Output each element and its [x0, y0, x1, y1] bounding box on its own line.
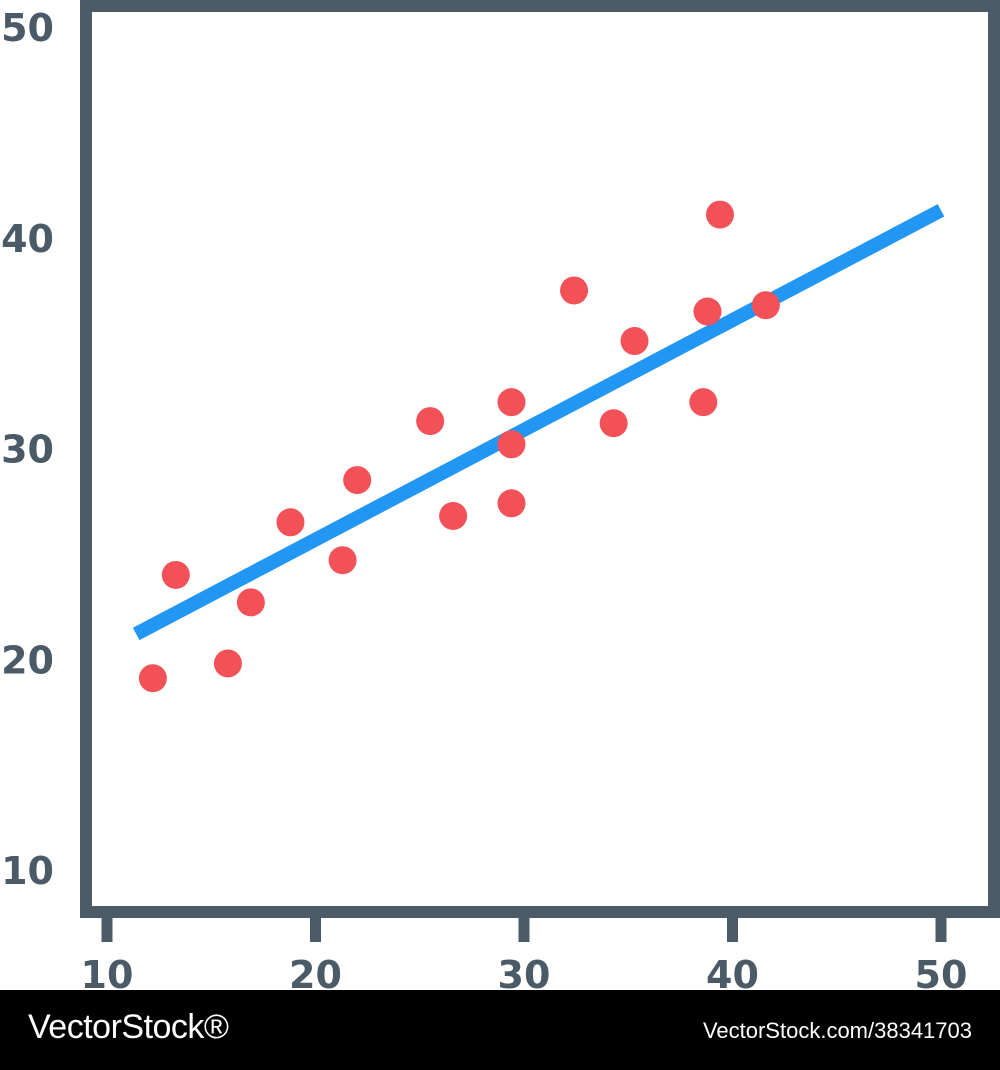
y-tick-label: 30 [1, 428, 54, 472]
watermark-bar: VectorStock® VectorStock.com/38341703 [0, 990, 1000, 1070]
data-point [328, 546, 357, 575]
x-tick-label: 30 [498, 953, 551, 990]
data-point [751, 291, 780, 320]
x-tick-label: 50 [915, 953, 968, 990]
data-point [620, 327, 649, 356]
data-point [689, 388, 718, 417]
data-point [497, 388, 526, 417]
data-point [213, 649, 242, 678]
y-tick-label: 20 [1, 638, 54, 682]
plot-frame [80, 0, 1000, 918]
data-point [439, 501, 468, 530]
scatter-chart: 10 20 30 40 50 10 20 30 40 50 [1, 0, 1000, 990]
data-point [343, 466, 372, 495]
data-point [161, 560, 190, 589]
data-point [236, 588, 265, 617]
data-point [416, 407, 445, 436]
x-tick-label: 40 [706, 953, 759, 990]
x-tick-label: 10 [81, 953, 134, 990]
y-tick-label: 50 [1, 6, 54, 50]
trend-line [132, 204, 945, 641]
chart-canvas: 10 20 30 40 50 10 20 30 40 50 [1, 0, 1000, 990]
data-point [138, 664, 167, 693]
data-point [276, 508, 305, 537]
data-point [497, 430, 526, 459]
data-point [705, 200, 734, 229]
x-tick-label: 20 [289, 953, 342, 990]
data-point [599, 409, 628, 438]
watermark-url: VectorStock.com/38341703 [702, 1018, 972, 1043]
data-point [693, 297, 722, 326]
data-point [560, 276, 589, 305]
y-tick-label: 10 [1, 849, 54, 893]
data-point [497, 489, 526, 518]
watermark-brand: VectorStock® [28, 1008, 229, 1046]
y-tick-label: 40 [1, 217, 54, 261]
